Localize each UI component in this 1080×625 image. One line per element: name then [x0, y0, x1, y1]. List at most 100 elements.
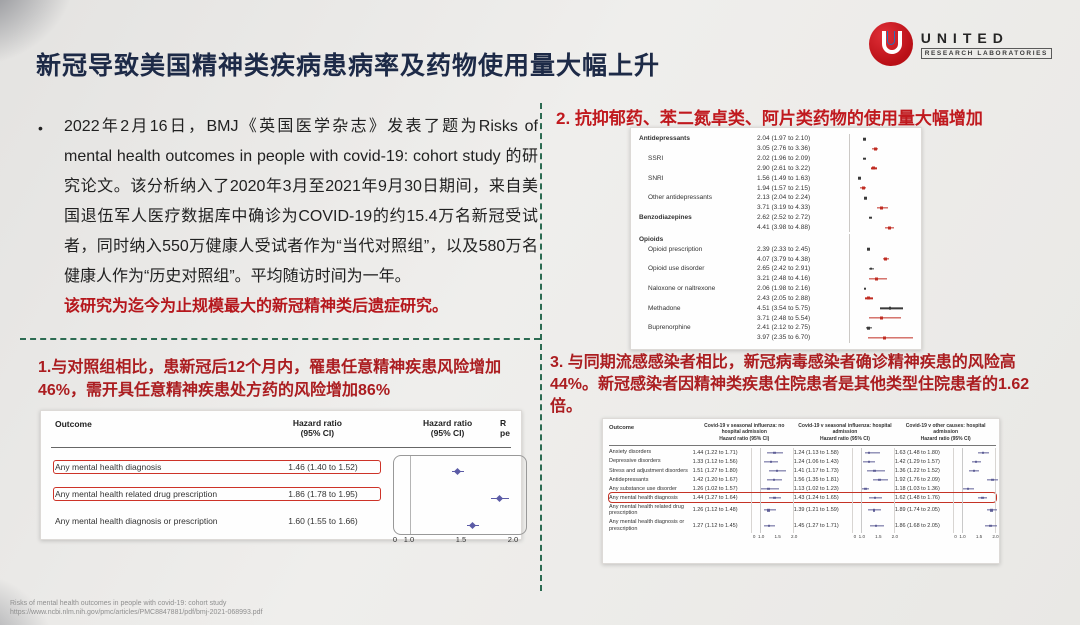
- plot-cell: [849, 153, 917, 164]
- estimate-text: 2.90 (2.61 to 3.22): [757, 164, 811, 172]
- section2-heading: 2. 抗抑郁药、苯二氮卓类、阿片类药物的使用量大幅增加: [556, 109, 983, 128]
- hr-marker: [954, 466, 995, 475]
- col-outcome: Outcome: [55, 419, 92, 429]
- table-row: Any mental health diagnosis or prescript…: [609, 517, 997, 534]
- forest-item: Antidepressants 2.04 (1.97 to 2.10) 3.05 (…: [639, 134, 917, 154]
- estimate-text: 2.39 (2.33 to 2.45): [757, 245, 811, 253]
- plot-cell: [953, 475, 999, 485]
- outcome-label: Any mental health diagnosis: [609, 494, 678, 501]
- axis-tick: 0: [392, 535, 398, 544]
- hazard-ratio-value: 1.86 (1.68 to 2.05): [894, 522, 940, 529]
- table-row: Any mental health diagnosis 1.46 (1.40 to…: [53, 453, 385, 480]
- section3-heading: 3. 与同期流感感染者相比，新冠病毒感染者确诊精神疾患的风险高44%。新冠感染者…: [550, 354, 1030, 415]
- intro-paragraph: • 2022年2月16日，BMJ《英国医学杂志》发表了题为Risks of me…: [38, 112, 538, 322]
- hr-marker: [853, 466, 894, 475]
- hr-marker: [850, 284, 917, 294]
- estimate-text: 1.56 (1.49 to 1.63): [757, 174, 811, 182]
- hazard-ratio-value: 1.39 (1.21 to 1.59): [793, 507, 839, 514]
- plot-cell: [849, 193, 917, 203]
- hazard-ratio-value: 1.24 (1.13 to 1.58): [793, 449, 839, 456]
- drug-label: Methadone: [648, 304, 681, 312]
- hr-marker: [850, 244, 917, 254]
- hr-marker: [853, 502, 894, 517]
- forest-item: Other antidepressants 2.13 (2.04 to 2.24)…: [639, 193, 917, 213]
- estimate-text: 3.21 (2.48 to 4.16): [757, 275, 811, 283]
- hr-marker: [850, 323, 917, 333]
- highlighted-row: Any mental health related drug prescript…: [53, 486, 381, 501]
- plot-cell: [849, 234, 917, 245]
- hazard-ratio-value: 1.42 (1.29 to 1.57): [894, 458, 940, 465]
- table-row: Any substance use disorder 1.26 (1.02 to …: [609, 484, 996, 494]
- hazard-ratio-value: 1.27 (1.12 to 1.45): [692, 522, 738, 529]
- forest-item: SNRI 1.56 (1.49 to 1.63) 1.94 (1.57 to 2.1…: [639, 173, 917, 194]
- outcome-label: Antidepressants: [609, 476, 649, 483]
- horizontal-dashed-divider: [20, 338, 540, 340]
- outcome-label: Anxiety disorders: [609, 449, 652, 456]
- hr-marker: [954, 448, 995, 457]
- plot-cell: [849, 222, 917, 233]
- hazard-ratio-value: 1.56 (1.35 to 1.81): [793, 476, 839, 483]
- plot-cell: [849, 244, 917, 255]
- forest-item: Opioid prescription 2.39 (2.33 to 2.45) 4.…: [639, 244, 917, 264]
- logo-subtitle: RESEARCH LABORATORIES: [920, 47, 1052, 59]
- plot-cell: [852, 484, 895, 494]
- hazard-ratio-value: 1.13 (1.02 to 1.23): [793, 485, 839, 492]
- plot-cell: [849, 273, 917, 284]
- outcome-label: Stress and adjustment disorders: [609, 467, 688, 474]
- hr-marker: [853, 484, 894, 493]
- outcome-label: Any mental health diagnosis or prescript…: [55, 515, 218, 526]
- plot-cell: [852, 448, 895, 458]
- plot-cell: [953, 517, 997, 534]
- plot-cell: [953, 448, 996, 458]
- hr-marker: [752, 484, 793, 493]
- highlighted-row: Any mental health diagnosis 1.44 (1.27 to…: [608, 492, 997, 504]
- hazard-ratio-value: 1.45 (1.27 to 1.71): [793, 522, 839, 529]
- hr-marker: [752, 518, 793, 533]
- plot-cell: [849, 283, 917, 294]
- hr-marker: [752, 502, 793, 517]
- table1-header: Outcome Hazard ratio (95% CI) Hazard rati…: [41, 411, 521, 438]
- plot-cell: [852, 502, 895, 518]
- hr-marker: [853, 457, 894, 466]
- plot-cell: [849, 303, 917, 314]
- hazard-ratio-value: 1.63 (1.48 to 1.80): [894, 449, 940, 456]
- section1-heading: 1.与对照组相比，患新冠后12个月内，罹患任意精神疾患风险增加46%，需开具任意…: [38, 359, 502, 399]
- forest-item: Benzodiazepines 2.62 (2.52 to 2.72) 4.41 (…: [639, 212, 917, 233]
- hr-marker: [954, 518, 997, 533]
- hr-marker: [850, 254, 917, 264]
- estimate-text: 3.71 (3.19 to 4.33): [757, 204, 811, 212]
- plot-cell: [849, 202, 917, 213]
- hr-marker: [850, 193, 917, 203]
- hazard-ratio-value: 1.18 (1.03 to 1.36): [894, 485, 940, 492]
- hazard-ratio-value: 1.60 (1.55 to 1.66): [288, 515, 358, 526]
- forest-item: Opioids: [639, 234, 917, 245]
- table-row: Depressive disorders 1.33 (1.12 to 1.56) 1…: [609, 457, 996, 467]
- table1-rows: Any mental health diagnosis 1.46 (1.40 to…: [53, 453, 385, 534]
- axis-tick: 1.0: [403, 535, 415, 544]
- hazard-ratio-value: 1.44 (1.22 to 1.71): [692, 449, 738, 456]
- hr-marker: [752, 448, 793, 457]
- hr-marker: [850, 164, 917, 174]
- plot-cell: [849, 183, 917, 194]
- table3-header: Outcome Covid-19 v seasonal influenza: n…: [609, 423, 996, 442]
- hr-marker: [850, 183, 917, 193]
- estimate-text: 3.71 (2.48 to 5.54): [757, 314, 811, 322]
- hr-marker: [752, 475, 793, 484]
- drug-label: Antidepressants: [639, 135, 690, 143]
- row-left: Any mental health diagnosis or prescript…: [55, 516, 379, 526]
- drug-label: SNRI: [648, 174, 664, 182]
- axis-ticks: 0 1.0 1.5 2.0: [752, 534, 798, 540]
- hr-marker: [853, 448, 894, 457]
- hazard-ratio-value: 1.44 (1.27 to 1.64): [692, 494, 738, 501]
- hazard-ratio-value: 1.36 (1.22 to 1.52): [894, 467, 940, 474]
- hr-marker: [850, 154, 917, 164]
- hr-marker: [850, 134, 917, 144]
- hazard-ratio-value: 1.42 (1.20 to 1.67): [692, 476, 738, 483]
- plot-cell: [953, 493, 996, 503]
- estimate-text: 1.94 (1.57 to 2.15): [757, 184, 811, 192]
- outcome-label: Depressive disorders: [609, 458, 661, 465]
- estimate-text: 3.05 (2.76 to 3.36): [757, 145, 811, 153]
- section3-table-panel: Outcome Covid-19 v seasonal influenza: n…: [602, 418, 1000, 564]
- logo-text: UNITED RESEARCH LABORATORIES: [920, 30, 1052, 59]
